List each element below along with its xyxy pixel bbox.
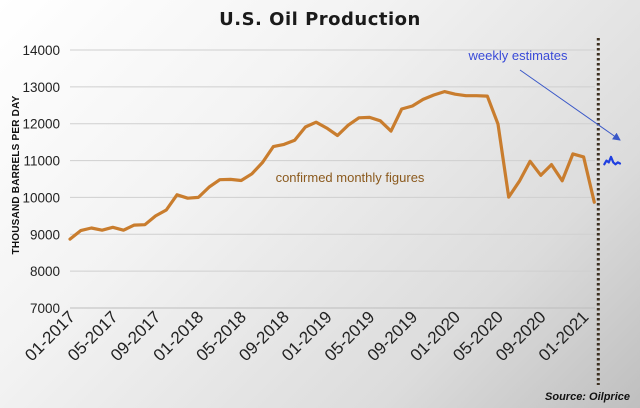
confirmed-point <box>176 194 178 196</box>
weekly-point <box>619 162 621 165</box>
confirmed-point <box>90 227 93 229</box>
confirmed-point <box>486 95 489 97</box>
confirmed-point <box>133 224 135 226</box>
y-tick-label: 14000 <box>22 43 60 58</box>
confirmed-point <box>572 153 574 155</box>
confirmed-point <box>208 186 210 188</box>
confirmed-point <box>465 94 467 97</box>
weekly-point <box>616 161 619 164</box>
source-label: Source: Oilprice <box>545 391 630 403</box>
y-tick-label: 8000 <box>30 264 60 279</box>
confirmed-point <box>540 174 542 177</box>
confirmed-point <box>293 139 296 142</box>
confirmed-point <box>165 209 168 211</box>
confirmed-point <box>582 156 585 158</box>
confirmed-point <box>593 201 596 204</box>
confirmed-point <box>347 124 350 126</box>
y-tick-label: 13000 <box>22 80 60 95</box>
confirmed-point <box>475 94 478 97</box>
confirmed-points <box>69 90 596 240</box>
weekly-point <box>607 161 610 164</box>
confirmed-point <box>443 90 446 93</box>
confirmed-point <box>240 179 242 182</box>
weekly-points <box>603 156 621 166</box>
confirmed-point <box>122 229 125 232</box>
confirmed-point <box>112 226 114 229</box>
confirmed-point <box>251 173 253 175</box>
confirmed-point <box>197 196 200 199</box>
confirmed-point <box>411 105 414 107</box>
confirmed-point <box>400 108 403 110</box>
chart-title: U.S. Oil Production <box>219 9 421 30</box>
confirmed-point <box>561 180 563 182</box>
confirmed-point <box>390 130 392 132</box>
weekly-point <box>614 163 617 166</box>
confirmed-monthly-line <box>68 89 596 241</box>
y-tick-label: 12000 <box>22 117 60 132</box>
weekly-point <box>612 161 615 164</box>
y-axis-label: THOUSAND BARRELS PER DAY <box>11 95 22 254</box>
confirmed-point <box>454 93 457 96</box>
confirmed-point <box>497 123 499 125</box>
confirmed-point <box>358 117 360 119</box>
weekly-estimates-annotation: weekly estimates <box>468 48 568 63</box>
gridlines <box>70 49 595 309</box>
y-tick-label: 9000 <box>30 227 60 242</box>
confirmed-point <box>518 180 521 183</box>
confirmed-point <box>144 223 146 226</box>
weekly-point <box>603 163 606 166</box>
confirmed-point <box>261 161 264 164</box>
y-tick-label: 7000 <box>30 301 60 316</box>
confirmed-point <box>433 94 435 96</box>
confirmed-point <box>219 178 221 181</box>
confirmed-point <box>101 229 103 232</box>
confirmed-point <box>283 143 285 146</box>
confirmed-figures-annotation: confirmed monthly figures <box>276 170 425 185</box>
confirmed-point <box>272 145 275 148</box>
confirmed-point <box>368 116 371 119</box>
y-tick-label: 10000 <box>22 190 60 205</box>
weekly-point <box>605 159 608 162</box>
weekly-estimates-arrow <box>519 69 621 141</box>
confirmed-point <box>507 196 510 198</box>
confirmed-point <box>304 126 307 128</box>
y-tick-labels: 7000 8000 9000 10000 11000 12000 13000 14000 <box>22 43 60 316</box>
confirmed-point <box>69 238 71 240</box>
x-tick-labels: 01-201705-201709-201701-201805-201809-20… <box>21 307 592 365</box>
confirmed-point <box>379 119 382 122</box>
weekly-point <box>610 156 612 158</box>
confirmed-point <box>529 160 531 163</box>
confirmed-point <box>186 197 189 199</box>
confirmed-point <box>336 134 339 137</box>
confirmed-point <box>154 215 157 217</box>
confirmed-point <box>315 121 317 124</box>
confirmed-point <box>326 127 328 129</box>
confirmed-point <box>550 163 553 166</box>
y-tick-label: 11000 <box>23 154 60 169</box>
confirmed-point <box>422 98 424 101</box>
confirmed-point <box>229 178 232 181</box>
confirmed-point <box>79 229 82 232</box>
